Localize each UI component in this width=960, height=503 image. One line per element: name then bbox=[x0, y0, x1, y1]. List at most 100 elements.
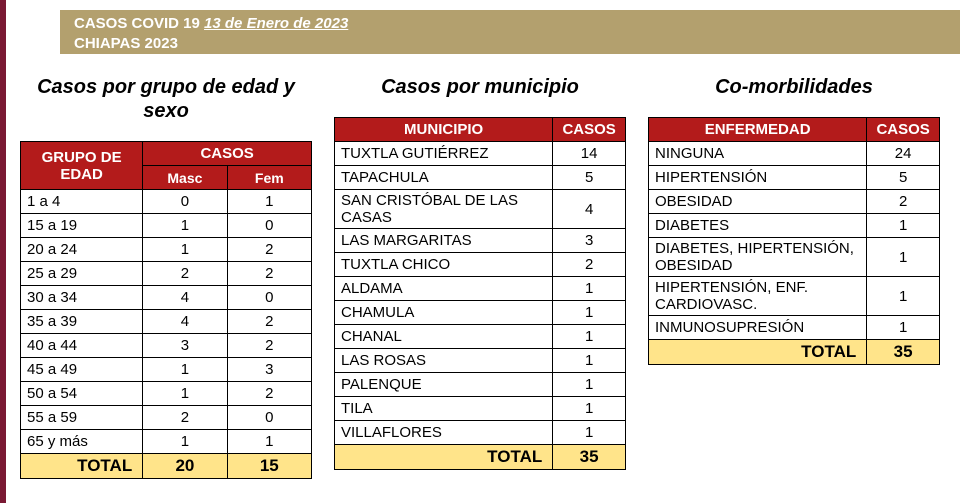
table-row: 65 y más 1 1 bbox=[21, 430, 312, 454]
total-label: TOTAL bbox=[335, 445, 553, 470]
comorb-table: ENFERMEDAD CASOS NINGUNA 24 HIPERTENSIÓN… bbox=[648, 117, 940, 365]
table-row: 1 a 4 0 1 bbox=[21, 190, 312, 214]
col-masc: Masc bbox=[143, 166, 227, 190]
total-row: TOTAL 20 15 bbox=[21, 454, 312, 479]
cell-mun-name: LAS ROSAS bbox=[335, 349, 553, 373]
cell-disease-cases: 2 bbox=[867, 190, 940, 214]
cell-group: 40 a 44 bbox=[21, 334, 143, 358]
table-row: DIABETES 1 bbox=[649, 214, 940, 238]
cell-fem: 2 bbox=[227, 382, 311, 406]
cell-masc: 2 bbox=[143, 262, 227, 286]
municipio-table: MUNICIPIO CASOS TUXTLA GUTIÉRREZ 14 TAPA… bbox=[334, 117, 626, 470]
table-row: LAS MARGARITAS 3 bbox=[335, 229, 626, 253]
age-sex-section: Casos por grupo de edad y sexo GRUPO DE … bbox=[20, 75, 312, 479]
cell-disease-name: HIPERTENSIÓN bbox=[649, 166, 867, 190]
table-row: CHANAL 1 bbox=[335, 325, 626, 349]
table-row: CHAMULA 1 bbox=[335, 301, 626, 325]
cell-mun-name: CHANAL bbox=[335, 325, 553, 349]
cell-disease-cases: 1 bbox=[867, 316, 940, 340]
cell-disease-cases: 24 bbox=[867, 142, 940, 166]
cell-mun-cases: 1 bbox=[553, 373, 626, 397]
cell-mun-cases: 5 bbox=[553, 166, 626, 190]
table-row: INMUNOSUPRESIÓN 1 bbox=[649, 316, 940, 340]
total-row: TOTAL 35 bbox=[335, 445, 626, 470]
table-row: 15 a 19 1 0 bbox=[21, 214, 312, 238]
total-label: TOTAL bbox=[21, 454, 143, 479]
municipio-tbody: TUXTLA GUTIÉRREZ 14 TAPACHULA 5 SAN CRIS… bbox=[335, 142, 626, 445]
age-sex-tbody: 1 a 4 0 1 15 a 19 1 0 20 a 24 1 2 25 a 2… bbox=[21, 190, 312, 454]
col-disease: ENFERMEDAD bbox=[649, 118, 867, 142]
cell-mun-cases: 2 bbox=[553, 253, 626, 277]
header-date: 13 de Enero de 2023 bbox=[204, 15, 348, 32]
cell-disease-name: DIABETES bbox=[649, 214, 867, 238]
content-area: Casos por grupo de edad y sexo GRUPO DE … bbox=[20, 75, 940, 479]
cell-fem: 2 bbox=[227, 262, 311, 286]
total-value: 35 bbox=[553, 445, 626, 470]
cell-fem: 2 bbox=[227, 310, 311, 334]
cell-fem: 3 bbox=[227, 358, 311, 382]
table-row: 40 a 44 3 2 bbox=[21, 334, 312, 358]
cell-masc: 1 bbox=[143, 430, 227, 454]
total-value: 35 bbox=[867, 340, 940, 365]
municipio-section: Casos por municipio MUNICIPIO CASOS TUXT… bbox=[334, 75, 626, 470]
total-label: TOTAL bbox=[649, 340, 867, 365]
table-row: 35 a 39 4 2 bbox=[21, 310, 312, 334]
cell-mun-cases: 1 bbox=[553, 349, 626, 373]
cell-group: 30 a 34 bbox=[21, 286, 143, 310]
cell-disease-cases: 1 bbox=[867, 277, 940, 316]
cell-mun-name: CHAMULA bbox=[335, 301, 553, 325]
cell-mun-name: PALENQUE bbox=[335, 373, 553, 397]
cell-mun-name: TAPACHULA bbox=[335, 166, 553, 190]
cell-fem: 2 bbox=[227, 334, 311, 358]
cell-mun-name: ALDAMA bbox=[335, 277, 553, 301]
cell-disease-cases: 1 bbox=[867, 214, 940, 238]
table-row: TILA 1 bbox=[335, 397, 626, 421]
table-row: DIABETES, HIPERTENSIÓN, OBESIDAD 1 bbox=[649, 238, 940, 277]
cell-masc: 4 bbox=[143, 286, 227, 310]
total-fem: 15 bbox=[227, 454, 311, 479]
cell-disease-name: HIPERTENSIÓN, ENF. CARDIOVASC. bbox=[649, 277, 867, 316]
cell-masc: 3 bbox=[143, 334, 227, 358]
cell-fem: 0 bbox=[227, 286, 311, 310]
cell-fem: 1 bbox=[227, 430, 311, 454]
col-cases: CASOS bbox=[143, 142, 312, 166]
cell-masc: 1 bbox=[143, 238, 227, 262]
table-row: ALDAMA 1 bbox=[335, 277, 626, 301]
cell-group: 35 a 39 bbox=[21, 310, 143, 334]
cell-masc: 1 bbox=[143, 382, 227, 406]
age-sex-table: GRUPO DE EDAD CASOS Masc Fem 1 a 4 0 1 1… bbox=[20, 141, 312, 479]
cell-group: 65 y más bbox=[21, 430, 143, 454]
table-row: PALENQUE 1 bbox=[335, 373, 626, 397]
left-accent-stripe bbox=[0, 0, 6, 503]
cell-fem: 1 bbox=[227, 190, 311, 214]
table-row: 20 a 24 1 2 bbox=[21, 238, 312, 262]
total-masc: 20 bbox=[143, 454, 227, 479]
cell-disease-name: NINGUNA bbox=[649, 142, 867, 166]
cell-fem: 0 bbox=[227, 214, 311, 238]
table-row: HIPERTENSIÓN 5 bbox=[649, 166, 940, 190]
table-row: 50 a 54 1 2 bbox=[21, 382, 312, 406]
cell-disease-cases: 5 bbox=[867, 166, 940, 190]
cell-group: 1 a 4 bbox=[21, 190, 143, 214]
table-row: SAN CRISTÓBAL DE LAS CASAS 4 bbox=[335, 190, 626, 229]
cell-masc: 2 bbox=[143, 406, 227, 430]
age-sex-title: Casos por grupo de edad y sexo bbox=[20, 75, 312, 123]
cell-disease-name: DIABETES, HIPERTENSIÓN, OBESIDAD bbox=[649, 238, 867, 277]
cell-mun-cases: 1 bbox=[553, 397, 626, 421]
cell-mun-cases: 3 bbox=[553, 229, 626, 253]
total-row: TOTAL 35 bbox=[649, 340, 940, 365]
table-row: 25 a 29 2 2 bbox=[21, 262, 312, 286]
cell-mun-name: SAN CRISTÓBAL DE LAS CASAS bbox=[335, 190, 553, 229]
comorb-section: Co-morbilidades ENFERMEDAD CASOS NINGUNA… bbox=[648, 75, 940, 365]
header-bar: CASOS COVID 19 13 de Enero de 2023 CHIAP… bbox=[60, 10, 960, 54]
cell-fem: 2 bbox=[227, 238, 311, 262]
header-title-prefix: CASOS COVID 19 bbox=[74, 15, 204, 32]
cell-mun-cases: 1 bbox=[553, 277, 626, 301]
cell-masc: 1 bbox=[143, 358, 227, 382]
cell-group: 20 a 24 bbox=[21, 238, 143, 262]
cell-disease-name: OBESIDAD bbox=[649, 190, 867, 214]
cell-group: 50 a 54 bbox=[21, 382, 143, 406]
table-row: TUXTLA CHICO 2 bbox=[335, 253, 626, 277]
table-row: OBESIDAD 2 bbox=[649, 190, 940, 214]
cell-mun-cases: 14 bbox=[553, 142, 626, 166]
